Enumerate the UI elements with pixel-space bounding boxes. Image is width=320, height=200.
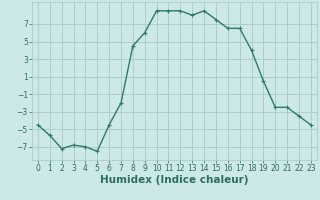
X-axis label: Humidex (Indice chaleur): Humidex (Indice chaleur) (100, 175, 249, 185)
